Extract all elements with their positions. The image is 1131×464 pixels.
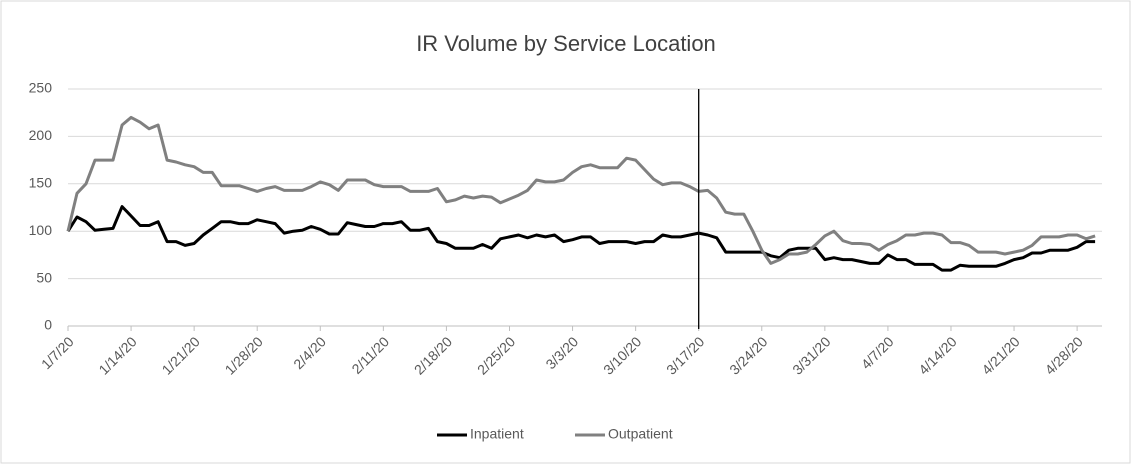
legend-label: Outpatient	[608, 426, 673, 442]
series-line	[66, 205, 1096, 272]
y-tick-label: 50	[36, 269, 52, 285]
chart-title: IR Volume by Service Location	[416, 31, 716, 56]
y-tick-label: 200	[29, 127, 53, 143]
legend-label: Inpatient	[470, 426, 524, 442]
y-tick-label: 100	[29, 222, 53, 238]
y-tick-label: 150	[29, 175, 53, 191]
y-tick-label: 0	[44, 317, 52, 333]
series-line	[66, 115, 1096, 265]
y-tick-label: 250	[29, 80, 53, 96]
